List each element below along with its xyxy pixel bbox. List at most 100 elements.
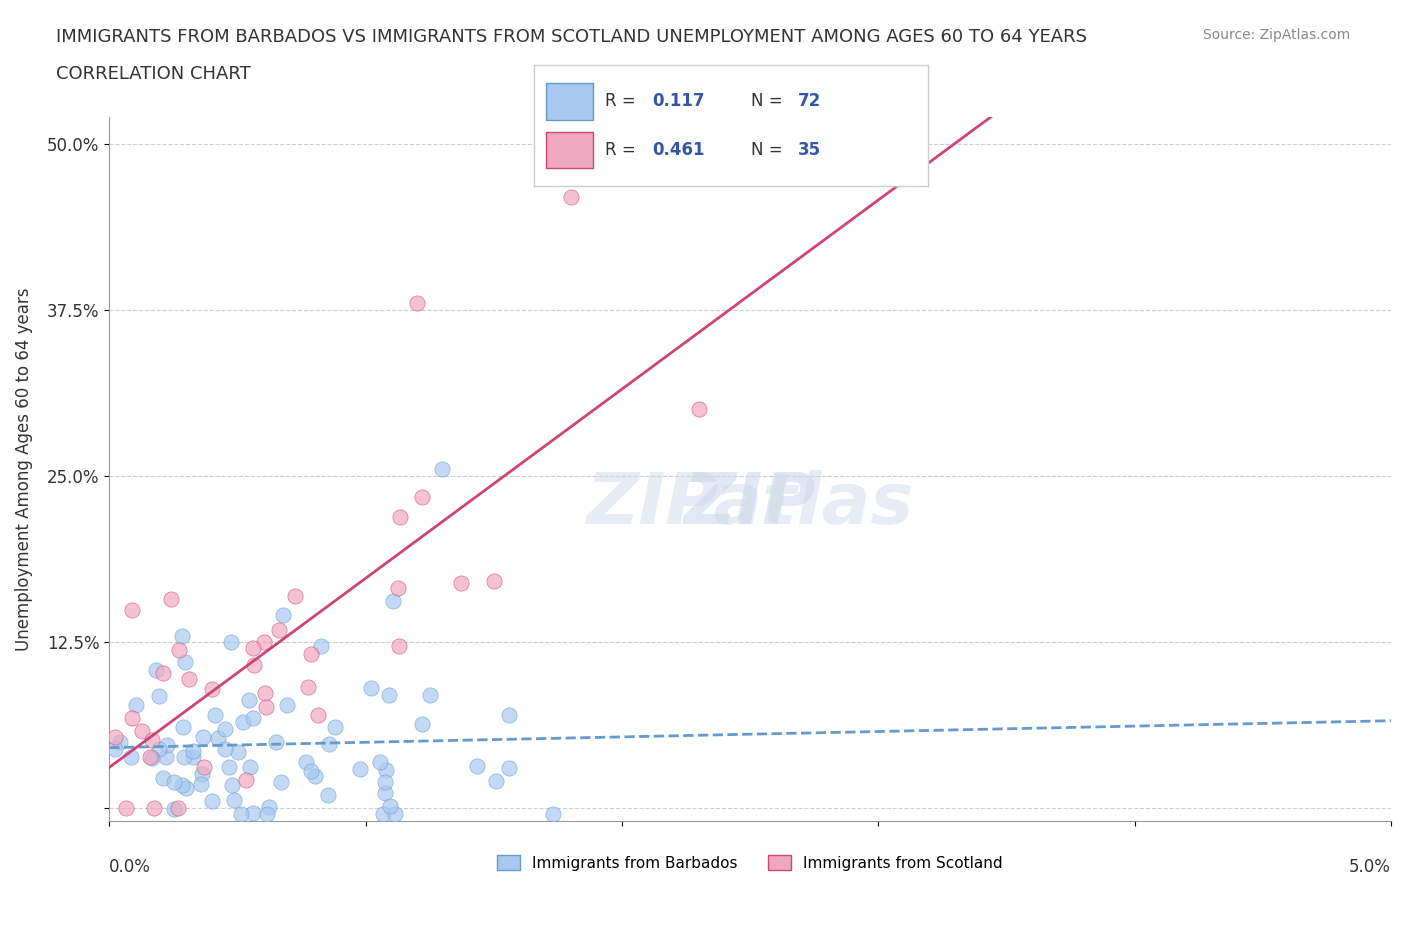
- Point: [115, 801, 138, 816]
- Point: [138, 750, 160, 764]
- Point: [411, 489, 433, 504]
- Point: [309, 639, 332, 654]
- Text: 72: 72: [799, 92, 821, 111]
- Text: CORRELATION CHART: CORRELATION CHART: [56, 65, 252, 83]
- Text: ZIPatlas: ZIPatlas: [586, 470, 914, 538]
- Point: [541, 807, 564, 822]
- Point: [221, 777, 243, 792]
- Point: [485, 774, 508, 789]
- Point: [360, 680, 382, 695]
- Point: [368, 755, 391, 770]
- Point: [193, 759, 215, 774]
- Point: [172, 777, 194, 792]
- Text: IMMIGRANTS FROM BARBADOS VS IMMIGRANTS FROM SCOTLAND UNEMPLOYMENT AMONG AGES 60 : IMMIGRANTS FROM BARBADOS VS IMMIGRANTS F…: [56, 28, 1087, 46]
- Point: [318, 737, 340, 751]
- Point: [214, 722, 236, 737]
- Point: [204, 707, 226, 722]
- Point: [560, 190, 582, 205]
- Point: [214, 741, 236, 756]
- Point: [259, 799, 281, 814]
- Point: [254, 685, 277, 700]
- Point: [450, 575, 472, 590]
- Point: [297, 679, 319, 694]
- Bar: [546, 84, 593, 120]
- Point: [256, 807, 278, 822]
- Point: [243, 658, 266, 672]
- Point: [121, 603, 143, 618]
- Point: [201, 682, 224, 697]
- Point: [110, 735, 132, 750]
- Point: [374, 775, 396, 790]
- Point: [152, 770, 174, 785]
- Point: [148, 742, 170, 757]
- Point: [276, 698, 298, 713]
- Point: [498, 761, 520, 776]
- Point: [264, 735, 287, 750]
- Text: 0.117: 0.117: [652, 92, 704, 111]
- Point: [121, 711, 143, 725]
- Point: [232, 715, 254, 730]
- Point: [104, 741, 127, 756]
- Point: [163, 802, 186, 817]
- Point: [152, 665, 174, 680]
- Point: [299, 764, 322, 778]
- Point: [242, 805, 264, 820]
- Point: [143, 801, 166, 816]
- Point: [284, 589, 307, 604]
- Point: [155, 750, 177, 764]
- Point: [323, 719, 346, 734]
- Point: [167, 801, 190, 816]
- Text: 0.461: 0.461: [652, 140, 704, 159]
- Point: [177, 671, 200, 686]
- Point: [145, 662, 167, 677]
- Point: [219, 634, 242, 649]
- Point: [181, 743, 204, 758]
- Point: [387, 639, 409, 654]
- Point: [190, 777, 212, 791]
- Point: [201, 794, 224, 809]
- Text: R =: R =: [605, 140, 641, 159]
- Point: [304, 768, 326, 783]
- Point: [465, 759, 488, 774]
- Text: Source: ZipAtlas.com: Source: ZipAtlas.com: [1202, 28, 1350, 42]
- Text: N =: N =: [751, 92, 787, 111]
- Point: [374, 786, 396, 801]
- Point: [389, 510, 412, 525]
- Y-axis label: Unemployment Among Ages 60 to 64 years: Unemployment Among Ages 60 to 64 years: [15, 287, 32, 651]
- Point: [432, 461, 454, 476]
- Point: [224, 793, 246, 808]
- Point: [229, 807, 252, 822]
- Text: 35: 35: [799, 140, 821, 159]
- Point: [173, 655, 195, 670]
- Point: [191, 766, 214, 781]
- Point: [384, 807, 406, 822]
- Point: [131, 724, 153, 738]
- Point: [191, 729, 214, 744]
- Point: [270, 775, 292, 790]
- Point: [181, 750, 204, 764]
- Point: [419, 687, 441, 702]
- Point: [125, 698, 148, 712]
- Point: [172, 719, 194, 734]
- Point: [378, 687, 401, 702]
- Point: [235, 773, 257, 788]
- Point: [349, 762, 371, 777]
- Point: [688, 402, 710, 417]
- Point: [148, 689, 170, 704]
- Point: [387, 580, 409, 595]
- Text: ZIP: ZIP: [683, 470, 817, 538]
- Point: [159, 592, 181, 607]
- Point: [242, 711, 264, 725]
- Point: [301, 646, 323, 661]
- Point: [375, 763, 398, 777]
- Legend: Immigrants from Barbados, Immigrants from Scotland: Immigrants from Barbados, Immigrants fro…: [491, 848, 1010, 877]
- Point: [498, 708, 520, 723]
- Point: [242, 640, 264, 655]
- Point: [378, 798, 401, 813]
- Point: [307, 708, 329, 723]
- Point: [141, 733, 163, 748]
- Point: [172, 629, 194, 644]
- Text: 0.0%: 0.0%: [110, 858, 150, 876]
- Point: [120, 750, 142, 764]
- Point: [269, 622, 291, 637]
